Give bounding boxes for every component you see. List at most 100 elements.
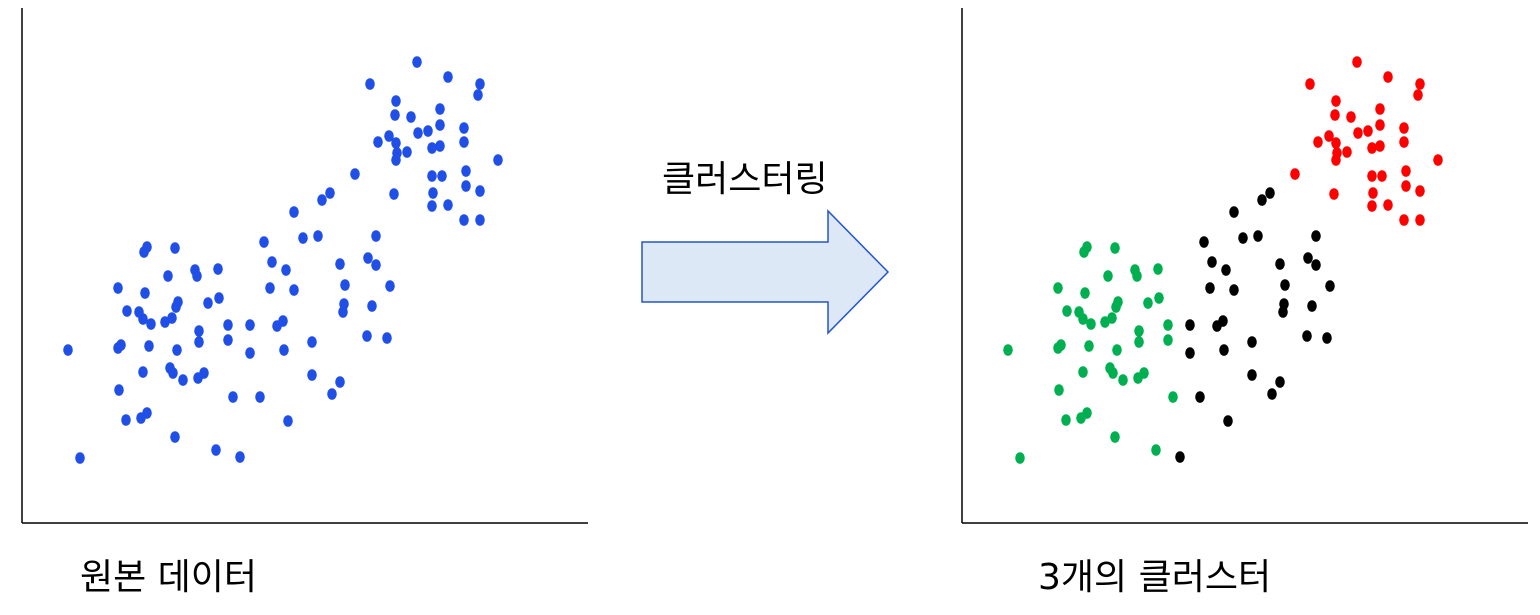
data-point: [459, 214, 469, 226]
cluster-point-black: [1185, 347, 1195, 359]
cluster-point-black: [1275, 376, 1285, 388]
clustering-label: 클러스터링: [662, 159, 828, 200]
data-point: [170, 431, 180, 443]
cluster-point-black: [1280, 279, 1290, 291]
cluster-point-black: [1195, 391, 1205, 403]
data-point: [178, 374, 188, 386]
data-point: [121, 414, 131, 426]
cluster-point-black: [1265, 187, 1275, 199]
right-arrow-icon: [641, 209, 890, 335]
data-point: [428, 187, 438, 199]
data-point: [382, 332, 392, 344]
data-point: [435, 140, 445, 152]
cluster-point-green: [1078, 366, 1088, 378]
cluster-point-red: [1367, 142, 1377, 154]
data-point: [63, 344, 73, 356]
cluster-point-red: [1415, 185, 1425, 197]
data-point: [367, 300, 377, 312]
cluster-point-green: [1118, 374, 1128, 386]
data-point: [475, 214, 485, 226]
data-point: [317, 194, 327, 206]
data-point: [235, 451, 245, 463]
cluster-point-green: [1003, 344, 1013, 356]
cluster-point-green: [1110, 431, 1120, 443]
cluster-point-green: [1143, 297, 1153, 309]
cluster-point-black: [1223, 415, 1233, 427]
cluster-point-red: [1324, 130, 1334, 142]
cluster-point-red: [1413, 89, 1423, 101]
cluster-point-red: [1375, 140, 1385, 152]
cluster-point-black: [1267, 388, 1277, 400]
data-point: [146, 318, 156, 330]
cluster-point-green: [1139, 367, 1149, 379]
cluster-point-green: [1053, 282, 1063, 294]
cluster-point-black: [1302, 330, 1312, 342]
data-point: [194, 325, 204, 337]
cluster-point-green: [1103, 270, 1113, 282]
cluster-point-red: [1375, 103, 1385, 115]
cluster-point-red: [1399, 214, 1409, 226]
data-point: [461, 165, 471, 177]
cluster-point-black: [1247, 336, 1257, 348]
data-point: [140, 287, 150, 299]
cluster-point-black: [1185, 319, 1195, 331]
cluster-point-black: [1229, 284, 1239, 296]
data-point: [427, 170, 437, 182]
cluster-point-red: [1331, 137, 1341, 149]
cluster-point-green: [1153, 263, 1163, 275]
data-point: [413, 127, 423, 139]
cluster-point-green: [1134, 336, 1144, 348]
data-point: [199, 367, 209, 379]
cluster-point-black: [1279, 298, 1289, 310]
cluster-point-black: [1311, 230, 1321, 242]
data-point: [443, 71, 453, 83]
cluster-point-green: [1054, 384, 1064, 396]
cluster-point-red: [1331, 95, 1341, 107]
cluster-point-black: [1219, 344, 1229, 356]
cluster-point-green: [1082, 241, 1092, 253]
cluster-point-red: [1332, 147, 1342, 159]
cluster-point-black: [1275, 258, 1285, 270]
data-point: [493, 154, 503, 166]
data-point: [473, 89, 483, 101]
data-point: [427, 142, 437, 154]
cluster-point-green: [1080, 287, 1090, 299]
cluster-point-green: [1134, 325, 1144, 337]
cluster-point-green: [1084, 340, 1094, 352]
data-point: [228, 391, 238, 403]
data-point: [373, 136, 383, 148]
data-point: [279, 344, 289, 356]
data-point: [437, 170, 447, 182]
data-point: [173, 296, 183, 308]
data-point: [114, 384, 124, 396]
data-point: [259, 236, 269, 248]
cluster-point-red: [1433, 154, 1443, 166]
data-point: [391, 137, 401, 149]
data-point: [362, 330, 372, 342]
cluster-point-black: [1311, 259, 1321, 271]
data-point: [475, 78, 485, 90]
data-point: [435, 103, 445, 115]
data-point: [327, 388, 337, 400]
data-point: [194, 336, 204, 348]
data-point: [255, 391, 265, 403]
cluster-point-red: [1401, 165, 1411, 177]
cluster-point-red: [1329, 188, 1339, 200]
clustered-data-plot: [961, 8, 1528, 524]
cluster-point-green: [1078, 313, 1088, 325]
data-point: [289, 206, 299, 218]
data-point: [278, 315, 288, 327]
data-point: [138, 366, 148, 378]
cluster-point-red: [1368, 187, 1378, 199]
data-point: [406, 111, 416, 123]
cluster-point-red: [1399, 122, 1409, 134]
cluster-point-green: [1056, 339, 1066, 351]
data-point: [167, 312, 177, 324]
cluster-point-red: [1383, 199, 1393, 211]
cluster-point-black: [1325, 280, 1335, 292]
data-point: [307, 336, 317, 348]
cluster-point-red: [1415, 214, 1425, 226]
cluster-point-green: [1163, 319, 1173, 331]
data-point: [389, 188, 399, 200]
